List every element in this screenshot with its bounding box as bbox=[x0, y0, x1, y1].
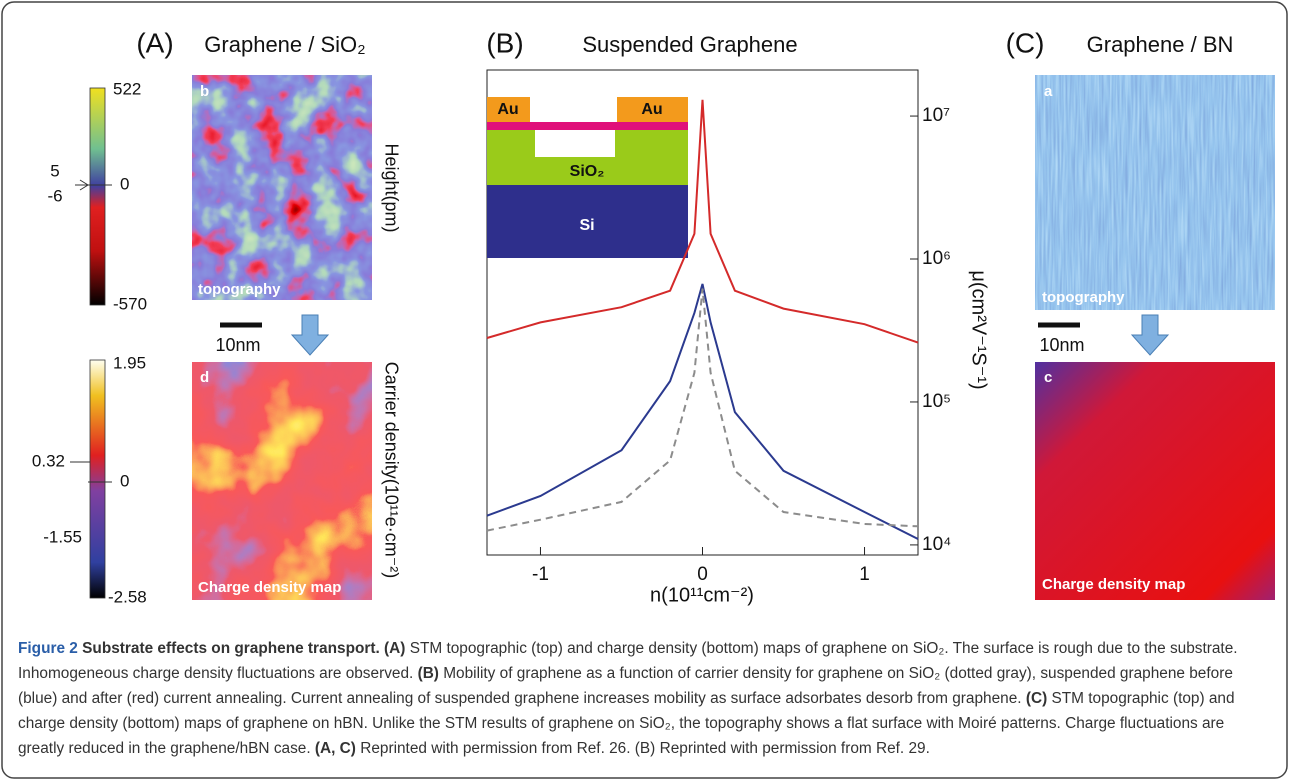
series-line bbox=[486, 283, 919, 540]
caption-text: Reprinted with permission from Ref. 26. … bbox=[355, 740, 930, 757]
caption-text: (A, C) bbox=[314, 740, 356, 757]
arrow bbox=[290, 314, 330, 356]
image-caption: Charge density map bbox=[1042, 576, 1185, 593]
colorbar-tick: 5 bbox=[50, 161, 59, 180]
y-tick-label: 10⁴ bbox=[922, 534, 951, 555]
image-letter: a bbox=[1044, 83, 1053, 100]
image-letter: b bbox=[200, 83, 209, 100]
inset: Au Au SiO₂ Si bbox=[487, 97, 688, 258]
y-tick-label: 10⁵ bbox=[922, 391, 951, 412]
colorbar-label: Height(pm) bbox=[381, 143, 401, 232]
electrode bbox=[487, 97, 530, 122]
image-caption: topography bbox=[198, 281, 281, 298]
inset-label: SiO₂ bbox=[570, 163, 605, 180]
trench bbox=[535, 130, 615, 157]
colorbar-tick: 522 bbox=[113, 79, 141, 98]
y-tick-label: 10⁷ bbox=[922, 105, 950, 126]
caption: Figure 2 Substrate effects on graphene t… bbox=[18, 636, 1268, 761]
charge-map bbox=[1035, 362, 1275, 600]
charge-map bbox=[192, 362, 372, 600]
caption-text: (A) bbox=[379, 640, 406, 657]
colorbar-tick: 0 bbox=[120, 174, 129, 193]
colorbar-tick: -2.58 bbox=[108, 587, 147, 606]
caption-text: STM topographic (top) and charge density… bbox=[18, 690, 1235, 757]
colorbar-tick: 0 bbox=[120, 471, 129, 490]
series-line bbox=[486, 99, 919, 344]
electrode bbox=[617, 97, 688, 122]
image-letter: d bbox=[200, 369, 209, 386]
colorbar-tick: 0.32 bbox=[32, 451, 65, 470]
colorbar-tick: -570 bbox=[113, 294, 147, 313]
caption-text: (C) bbox=[1025, 690, 1048, 707]
x-tick-label: 1 bbox=[859, 564, 870, 585]
si-layer bbox=[487, 185, 688, 258]
topography-image bbox=[1035, 75, 1275, 310]
x-tick-label: -1 bbox=[532, 564, 549, 585]
tick bbox=[70, 461, 112, 483]
topography-image bbox=[192, 75, 372, 300]
image-caption: Charge density map bbox=[198, 579, 341, 596]
inset-label: Au bbox=[641, 101, 662, 118]
panel-title: Graphene / BN bbox=[1087, 32, 1234, 57]
y-tick-label: 10⁶ bbox=[922, 248, 951, 269]
panel-label: (B) bbox=[486, 27, 523, 58]
caption-text: (B) bbox=[417, 665, 439, 682]
colorbar-label: Carrier density(10¹¹e·cm⁻²) bbox=[381, 362, 401, 579]
inset-label: Si bbox=[579, 217, 594, 234]
caption-text: Substrate effects on graphene transport. bbox=[77, 640, 380, 657]
y-axis-label: μ(cm²V⁻¹S⁻¹) bbox=[968, 270, 990, 389]
x-tick-label: 0 bbox=[697, 564, 708, 585]
caption-text: Mobility of graphene as a function of ca… bbox=[18, 665, 1233, 707]
panel-label: (A) bbox=[136, 27, 173, 58]
panel-title: Graphene / SiO₂ bbox=[204, 32, 365, 57]
inset-label: Au bbox=[497, 101, 518, 118]
caption-text: STM topographic (top) and charge density… bbox=[18, 640, 1238, 682]
colorbar-tick: 1.95 bbox=[113, 353, 146, 372]
colorbar-tick: -1.55 bbox=[43, 527, 82, 546]
graphene bbox=[487, 122, 688, 130]
image-caption: topography bbox=[1042, 289, 1125, 306]
arrow bbox=[1130, 314, 1170, 356]
panel-label: (C) bbox=[1006, 27, 1045, 58]
caption-text: Figure 2 bbox=[18, 640, 78, 657]
chart-title: Suspended Graphene bbox=[582, 32, 797, 57]
colorbar bbox=[89, 359, 106, 599]
pointer bbox=[75, 179, 112, 191]
scale-label: 10nm bbox=[215, 335, 260, 355]
x-axis-label: n(10¹¹cm⁻²) bbox=[650, 584, 754, 606]
series-line bbox=[486, 288, 919, 532]
colorbar-tick: -6 bbox=[47, 186, 62, 205]
scale-label: 10nm bbox=[1039, 335, 1084, 355]
colorbar bbox=[89, 87, 106, 306]
image-letter: c bbox=[1044, 369, 1052, 386]
